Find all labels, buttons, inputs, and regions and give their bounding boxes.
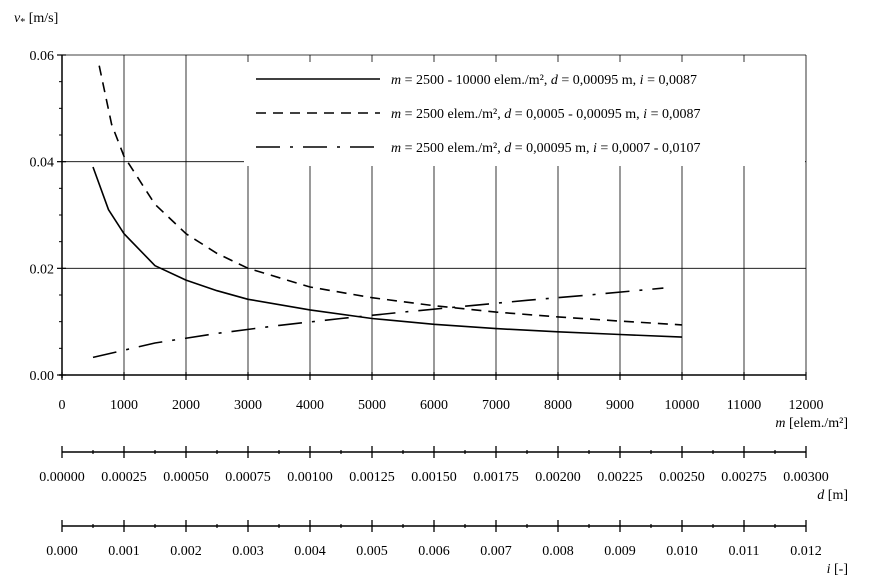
- axis-d-tick-label: 0.00300: [783, 470, 829, 485]
- axis-d-tick-label: 0.00125: [349, 470, 395, 485]
- x-tick-label: 4000: [296, 398, 324, 413]
- x-tick-label: 10000: [665, 398, 700, 413]
- axis-i-tick-label: 0.003: [232, 544, 264, 559]
- axis-i-title: i [-]: [827, 562, 848, 577]
- axis-d-title: d [m]: [817, 488, 848, 503]
- series-lines: [92, 65, 683, 359]
- axis-d-tick-label: 0.00075: [225, 470, 271, 485]
- y-tick-label: 0.04: [30, 156, 55, 171]
- x-tick-label: 6000: [420, 398, 448, 413]
- axis-d-tick-label: 0.00275: [721, 470, 767, 485]
- axis-i-tick-label: 0.000: [46, 544, 78, 559]
- axis-d-tick-label: 0.00225: [597, 470, 643, 485]
- axis-d-tick-label: 0.00150: [411, 470, 457, 485]
- y-tick-label: 0.00: [30, 369, 55, 384]
- y-tick-label: 0.06: [30, 49, 55, 64]
- x-tick-label: 5000: [358, 398, 386, 413]
- axis-d-tick-label: 0.00100: [287, 470, 333, 485]
- axis-i-tick-label: 0.011: [729, 544, 760, 559]
- axis-d: 0.00000 0.00025 0.00050 0.00075 0.00100 0.001…: [39, 446, 848, 503]
- x-tick-label: 11000: [727, 398, 761, 413]
- axis-i: 0.000 0.001 0.002 0.003 0.004 0.005 0.006 0.007…: [46, 520, 848, 577]
- x-tick-label: 7000: [482, 398, 510, 413]
- x-tick-label: 0: [59, 398, 66, 413]
- series-line-solid: [92, 166, 683, 338]
- axis-i-tick-label: 0.010: [666, 544, 698, 559]
- axis-i-tick-label: 0.012: [790, 544, 822, 559]
- x-tick-label: 9000: [606, 398, 634, 413]
- x-tick-label: 8000: [544, 398, 572, 413]
- x-tick-label: 3000: [234, 398, 262, 413]
- legend-label: m = 2500 elem./m², d = 0,0005 - 0,00095 …: [391, 107, 700, 122]
- axis-i-tick-label: 0.005: [356, 544, 388, 559]
- x-tick-label: 2000: [172, 398, 200, 413]
- axes: 0.00 0.02 0.04 0.06 v* [m/s] 0 1000 2000 3000 400…: [14, 11, 848, 431]
- axis-d-tick-label: 0.00000: [39, 470, 85, 485]
- legend-label: m = 2500 - 10000 elem./m², d = 0,00095 m…: [391, 73, 697, 88]
- axis-d-tick-label: 0.00250: [659, 470, 705, 485]
- y-tick-label: 0.02: [30, 262, 55, 277]
- axis-i-tick-label: 0.008: [542, 544, 574, 559]
- y-axis-title: v* [m/s]: [14, 11, 58, 28]
- axis-d-tick-label: 0.00200: [535, 470, 581, 485]
- legend-label: m = 2500 elem./m², d = 0,00095 m, i = 0,…: [391, 141, 700, 156]
- secondary-x-axes: 0.00000 0.00025 0.00050 0.00075 0.00100 0.001…: [39, 446, 848, 577]
- legend: m = 2500 - 10000 elem./m², d = 0,00095 m…: [244, 62, 805, 166]
- x-tick-label: 1000: [110, 398, 138, 413]
- series-line-dash-dot: [92, 287, 664, 359]
- axis-i-tick-label: 0.001: [108, 544, 140, 559]
- axis-d-tick-label: 0.00025: [101, 470, 147, 485]
- axis-i-tick-label: 0.004: [294, 544, 326, 559]
- series-line-dashed: [98, 65, 683, 326]
- axis-i-tick-label: 0.006: [418, 544, 450, 559]
- axis-d-tick-label: 0.00050: [163, 470, 209, 485]
- x-axis-title-m: m [elem./m²]: [775, 416, 848, 431]
- x-tick-label: 12000: [789, 398, 824, 413]
- axis-i-tick-label: 0.002: [170, 544, 202, 559]
- axis-i-tick-label: 0.009: [604, 544, 636, 559]
- axis-i-tick-label: 0.007: [480, 544, 512, 559]
- axis-d-tick-label: 0.00175: [473, 470, 519, 485]
